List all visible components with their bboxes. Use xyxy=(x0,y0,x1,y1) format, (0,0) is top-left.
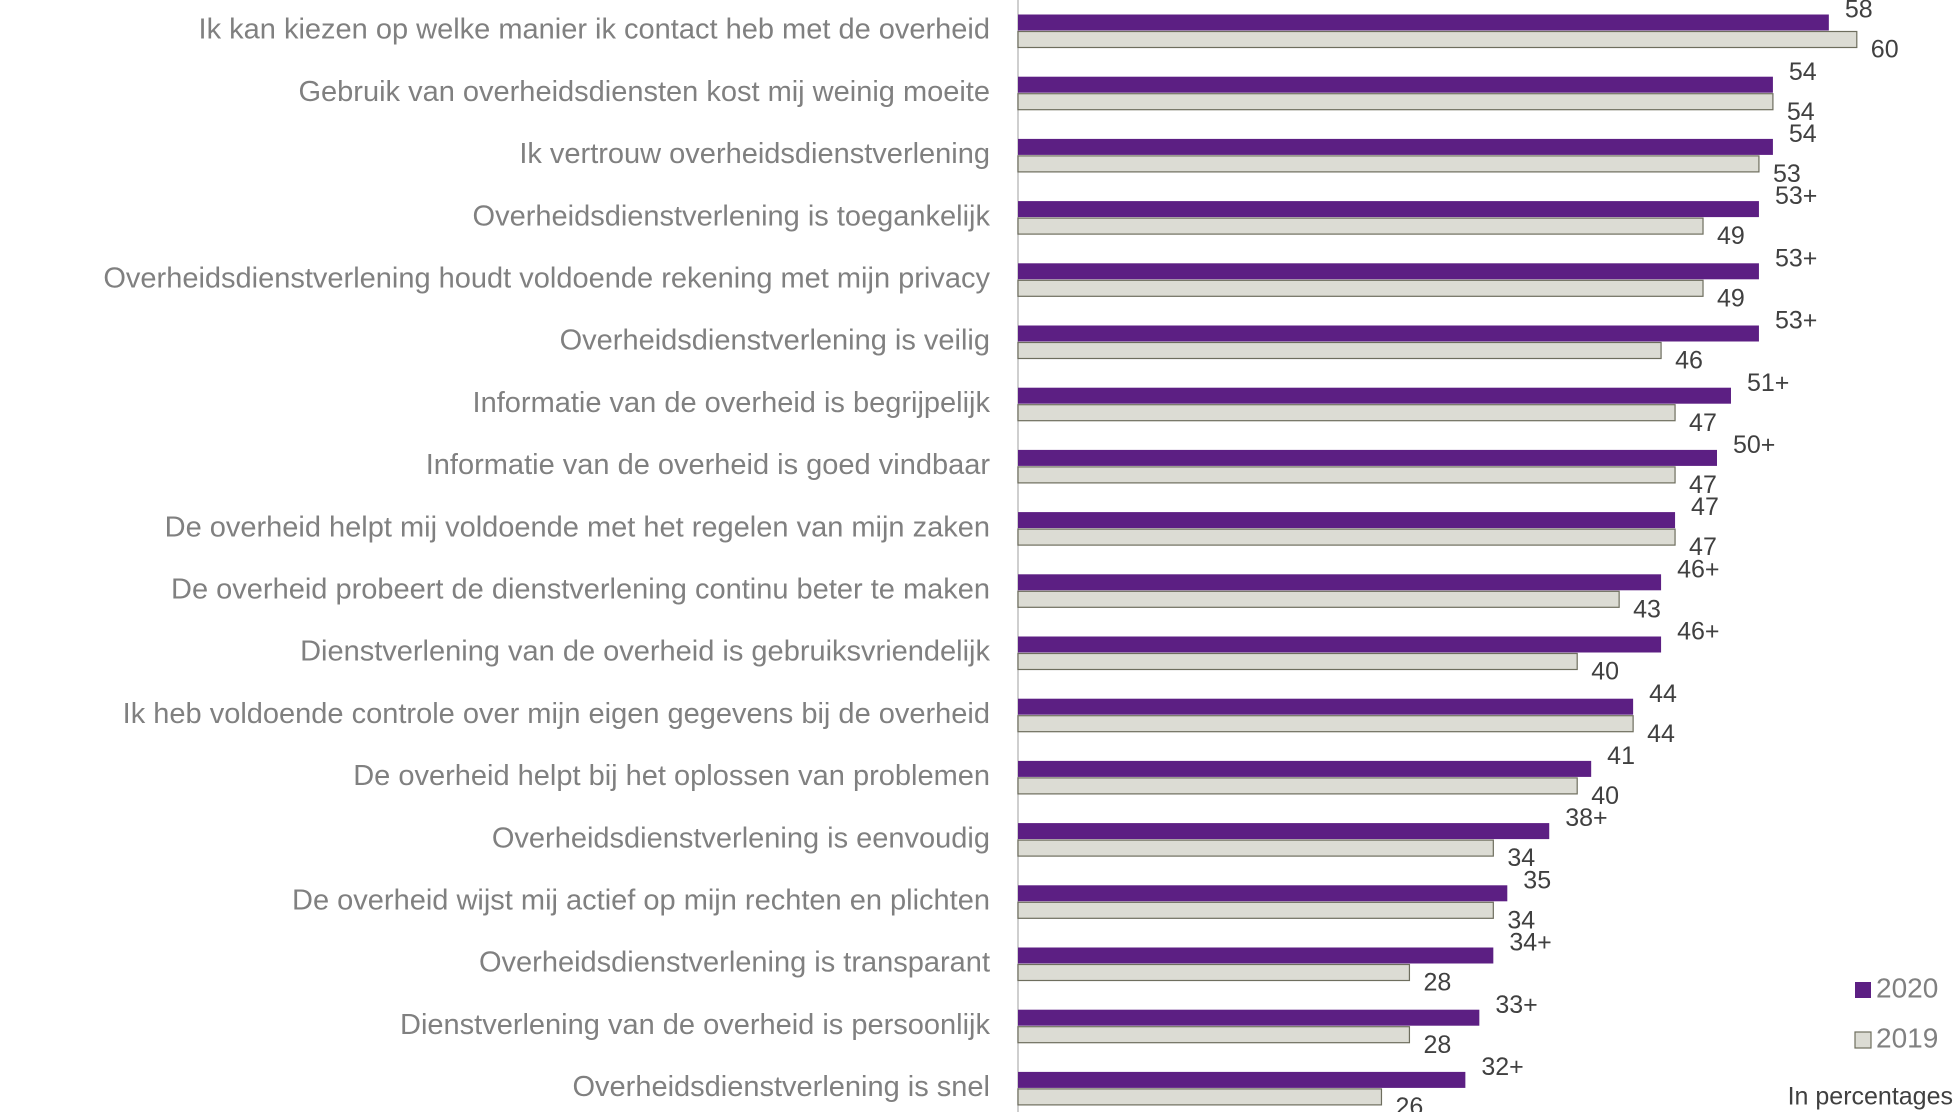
value-label: 40 xyxy=(1591,658,1619,686)
bar xyxy=(1018,1071,1466,1088)
value-label: 49 xyxy=(1717,284,1745,312)
value-label: 47 xyxy=(1689,471,1717,499)
category-label: Overheidsdienstverlening is transparant xyxy=(479,947,990,979)
category-label: De overheid probeert de dienstverlening … xyxy=(171,573,990,605)
value-label: 34 xyxy=(1507,844,1535,872)
bar xyxy=(1018,449,1717,466)
bar xyxy=(1017,155,1760,173)
bar xyxy=(1017,901,1494,919)
value-label: 41 xyxy=(1607,742,1635,770)
bar xyxy=(1017,1026,1411,1044)
category-label: Informatie van de overheid is begrijpeli… xyxy=(473,387,991,419)
value-label: 44 xyxy=(1649,680,1677,708)
bar xyxy=(1018,698,1634,715)
category-label: De overheid helpt mij voldoende met het … xyxy=(165,511,990,543)
bar xyxy=(1017,963,1411,982)
value-label: 54 xyxy=(1789,120,1817,148)
bar xyxy=(1018,512,1676,529)
value-label: 60 xyxy=(1871,36,1899,64)
value-label: 38+ xyxy=(1565,804,1607,832)
bar xyxy=(1017,652,1578,671)
category-label: Gebruik van overheidsdiensten kost mij w… xyxy=(298,76,990,108)
bar xyxy=(1018,823,1550,840)
bar xyxy=(1017,30,1858,49)
value-label: 34 xyxy=(1507,906,1535,934)
bar xyxy=(1018,885,1508,902)
bar xyxy=(1017,404,1676,422)
value-label: 46+ xyxy=(1677,555,1719,583)
value-label: 46 xyxy=(1675,347,1703,375)
legend-swatch xyxy=(1854,1031,1872,1049)
bar xyxy=(1018,325,1759,342)
category-label: Overheidsdienstverlening is veilig xyxy=(560,325,990,357)
legend-label: 2019 xyxy=(1876,1022,1938,1053)
value-label: 40 xyxy=(1591,782,1619,810)
value-label: 54 xyxy=(1789,58,1817,86)
category-label: Overheidsdienstverlening houdt voldoende… xyxy=(103,262,990,294)
bar xyxy=(1018,760,1592,777)
bar xyxy=(1017,528,1676,546)
value-label: 32+ xyxy=(1481,1053,1523,1081)
bar xyxy=(1018,201,1759,218)
category-label: Overheidsdienstverlening is toegankelijk xyxy=(473,200,991,232)
value-label: 35 xyxy=(1523,866,1551,894)
bar xyxy=(1018,138,1773,155)
value-label: 34+ xyxy=(1509,929,1551,957)
bar xyxy=(1017,279,1704,297)
value-label: 58 xyxy=(1845,0,1873,24)
category-label: Ik kan kiezen op welke manier ik contact… xyxy=(199,14,990,46)
value-label: 47 xyxy=(1689,533,1717,561)
bar xyxy=(1018,947,1494,964)
category-label: Ik vertrouw overheidsdienstverlening xyxy=(519,138,990,170)
value-label: 44 xyxy=(1647,720,1675,748)
category-label: Overheidsdienstverlening is eenvoudig xyxy=(492,822,990,854)
category-label: Dienstverlening van de overheid is perso… xyxy=(400,1009,990,1041)
bar xyxy=(1018,14,1829,31)
bar xyxy=(1017,341,1662,360)
note: In percentages xyxy=(1788,1083,1953,1111)
value-label: 47 xyxy=(1691,493,1719,521)
bar xyxy=(1017,777,1578,795)
value-label: 43 xyxy=(1633,595,1661,623)
legend-swatch xyxy=(1855,982,1871,998)
value-label: 49 xyxy=(1717,222,1745,250)
value-label: 47 xyxy=(1689,409,1717,437)
bar xyxy=(1017,839,1494,857)
category-label: Overheidsdienstverlening is snel xyxy=(573,1071,991,1103)
bar xyxy=(1018,1009,1480,1026)
value-label: 33+ xyxy=(1495,991,1537,1019)
category-label: De overheid wijst mij actief op mijn rec… xyxy=(292,884,990,916)
value-label: 26 xyxy=(1395,1093,1423,1112)
category-label: De overheid helpt bij het oplossen van p… xyxy=(353,760,990,792)
bar xyxy=(1017,590,1620,608)
bar xyxy=(1018,574,1662,591)
value-label: 51+ xyxy=(1747,369,1789,397)
bar xyxy=(1017,715,1634,733)
bar xyxy=(1017,466,1676,484)
bar xyxy=(1018,387,1731,404)
bar xyxy=(1017,1088,1383,1106)
value-label: 53+ xyxy=(1775,244,1817,272)
value-label: 53+ xyxy=(1775,182,1817,210)
value-label: 54 xyxy=(1787,98,1815,126)
category-label: Ik heb voldoende controle over mijn eige… xyxy=(123,698,990,730)
value-label: 50+ xyxy=(1733,431,1775,459)
bar xyxy=(1018,263,1759,280)
bar xyxy=(1018,636,1662,653)
category-label: Dienstverlening van de overheid is gebru… xyxy=(300,636,990,668)
value-label: 28 xyxy=(1423,1031,1451,1059)
value-label: 28 xyxy=(1423,969,1451,997)
bar xyxy=(1017,217,1704,235)
value-label: 53+ xyxy=(1775,307,1817,335)
category-label: Informatie van de overheid is goed vindb… xyxy=(426,449,991,481)
value-label: 46+ xyxy=(1677,618,1719,646)
value-label: 53 xyxy=(1773,160,1801,188)
bar xyxy=(1017,93,1774,111)
bar xyxy=(1018,76,1773,93)
legend-label: 2020 xyxy=(1876,972,1938,1003)
